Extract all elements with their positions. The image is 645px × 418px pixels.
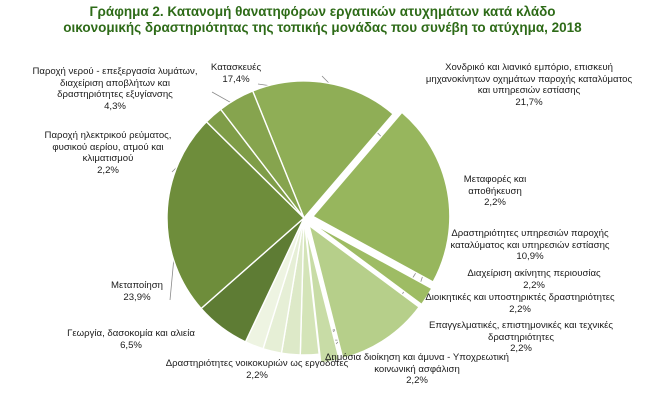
slice-value-label: 2,2% [246, 369, 268, 381]
slice-value-label: 21,7% [515, 96, 543, 108]
slice-value-label: 6,5% [120, 339, 142, 351]
slice-label-text: Διαχείριση ακίνητης περιουσίας [467, 268, 601, 279]
slice-value-label: 2,2% [406, 375, 428, 387]
slice-label: Διοικητικές και υποστηρικτές δραστηριότη… [402, 292, 638, 315]
slice-value-label: 17,4% [222, 73, 250, 85]
slice-label: Χονδρικό και λιανικό εμπόριο, επισκευή μ… [424, 62, 634, 108]
slice-label-text: Δημόσια διοίκηση και άμυνα - Υποχρεωτική… [324, 352, 510, 375]
chart-title-line-1: Γράφημα 2. Κατανομή θανατηφόρων εργατικώ… [89, 4, 556, 19]
slice-label-text: Επαγγελματικές, επιστημονικές και τεχνικ… [428, 320, 614, 343]
slice-label: Παροχή ηλεκτρικού ρεύματος, φυσικού αερί… [42, 130, 174, 176]
chart-title-line-2: οικονομικής δραστηριότητας της τοπικής μ… [63, 20, 582, 35]
slice-label: Δημόσια διοίκηση και άμυνα - Υποχρεωτική… [322, 352, 512, 387]
slice-label: Μεταποίηση 23,9% [82, 280, 192, 303]
slice-label: Δραστηριότητες υπηρεσιών παροχής καταλύμ… [426, 228, 634, 263]
pie-slice [311, 111, 451, 283]
slice-label: Κατασκευές 17,4% [186, 62, 286, 85]
slice-label-text: Παροχή νερού - επεξεργασία λυμάτων, διαχ… [32, 66, 198, 101]
slice-value-label: 4,3% [104, 100, 126, 112]
slice-label: Δραστηριότητες νοικοκυριών ως εργοδότες 2… [148, 358, 366, 381]
pie-slice [219, 90, 305, 219]
pie-slice [251, 80, 395, 220]
slice-label-text: Παροχή ηλεκτρικού ρεύματος, φυσικού αερί… [44, 130, 172, 165]
chart-title: Γράφημα 2. Κατανομή θανατηφόρων εργατικώ… [0, 4, 645, 36]
slice-value-label: 10,9% [516, 251, 544, 263]
slice-label-text: Χονδρικό και λιανικό εμπόριο, επισκευή μ… [425, 62, 633, 97]
pie-slice [307, 223, 421, 360]
slice-value-label: 2,2% [509, 303, 531, 315]
slice-label-text: Γεωργία, δασοκομία και αλιεία [67, 328, 195, 339]
slice-value-label: 2,2% [484, 197, 506, 209]
slice-value-label: 2,2% [510, 343, 532, 355]
slice-label-text: Δραστηριότητες υπηρεσιών παροχής καταλύμ… [450, 228, 610, 251]
slice-label-text: Κατασκευές [210, 62, 262, 73]
slice-label-text: Δραστηριότητες νοικοκυριών ως εργοδότες [165, 358, 349, 369]
pie-slices [166, 80, 451, 364]
slice-value-label: 23,9% [123, 291, 151, 303]
slice-value-label: 2,2% [523, 279, 545, 291]
slice-label: Διαχείριση ακίνητης περιουσίας 2,2% [434, 268, 634, 291]
slice-label: Επαγγελματικές, επιστημονικές και τεχνικ… [408, 320, 634, 355]
slice-value-label: 2,2% [97, 164, 119, 176]
pie-slice [166, 120, 306, 310]
slice-label: Γεωργία, δασοκομία και αλιεία 6,5% [58, 328, 204, 351]
slice-label: Παροχή νερού - επεξεργασία λυμάτων, διαχ… [26, 66, 204, 112]
slice-label-text: Διοικητικές και υποστηρικτές δραστηριότη… [425, 292, 615, 303]
slice-label-text: Μεταποίηση [110, 280, 163, 291]
slice-label: Μεταφορές και αποθήκευση 2,2% [440, 174, 550, 209]
pie-slice [311, 222, 433, 306]
slice-label-text: Μεταφορές και αποθήκευση [463, 174, 527, 197]
pie-slice [304, 226, 341, 364]
